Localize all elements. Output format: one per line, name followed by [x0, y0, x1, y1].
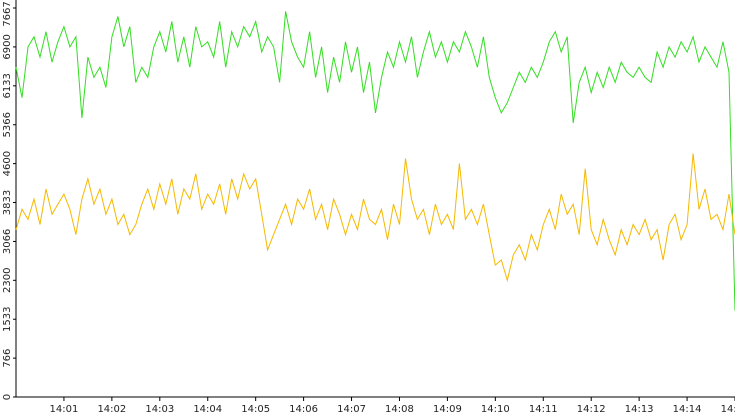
x-tick-label: 14:12 — [577, 404, 606, 415]
y-tick-label: 1533 — [2, 306, 13, 331]
x-tick-label: 14:01 — [50, 404, 79, 415]
y-tick-label: 766 — [2, 349, 13, 368]
y-tick-label: 0 — [2, 394, 13, 400]
x-tick-label: 14:02 — [97, 404, 126, 415]
x-tick-label: 14:13 — [625, 404, 654, 415]
x-tick-label: 14:11 — [529, 404, 558, 415]
y-tick-label: 6900 — [2, 34, 13, 59]
y-tick-label: 7667 — [2, 1, 13, 26]
series-line — [15, 153, 735, 283]
y-tick-label: 6133 — [2, 73, 13, 98]
x-tick-label: 14:06 — [289, 404, 318, 415]
y-tick-label: 5366 — [2, 112, 13, 137]
x-tick-label: 14:10 — [481, 404, 510, 415]
x-tick-label: 14:04 — [193, 404, 222, 415]
x-tick-label: 14:15 — [721, 404, 735, 415]
x-tick-label: 14:08 — [385, 404, 414, 415]
x-tick-label: 14:05 — [241, 404, 270, 415]
x-tick-label: 14:03 — [145, 404, 174, 415]
y-tick-label: 3833 — [2, 190, 13, 215]
x-tick-label: 14:07 — [337, 404, 366, 415]
x-tick-label: 14:14 — [673, 404, 702, 415]
x-tick-label: 14:09 — [433, 404, 462, 415]
y-tick-label: 4600 — [2, 151, 13, 176]
y-tick-label: 3066 — [2, 229, 13, 254]
series-line — [15, 11, 735, 311]
y-tick-label: 2300 — [2, 268, 13, 293]
